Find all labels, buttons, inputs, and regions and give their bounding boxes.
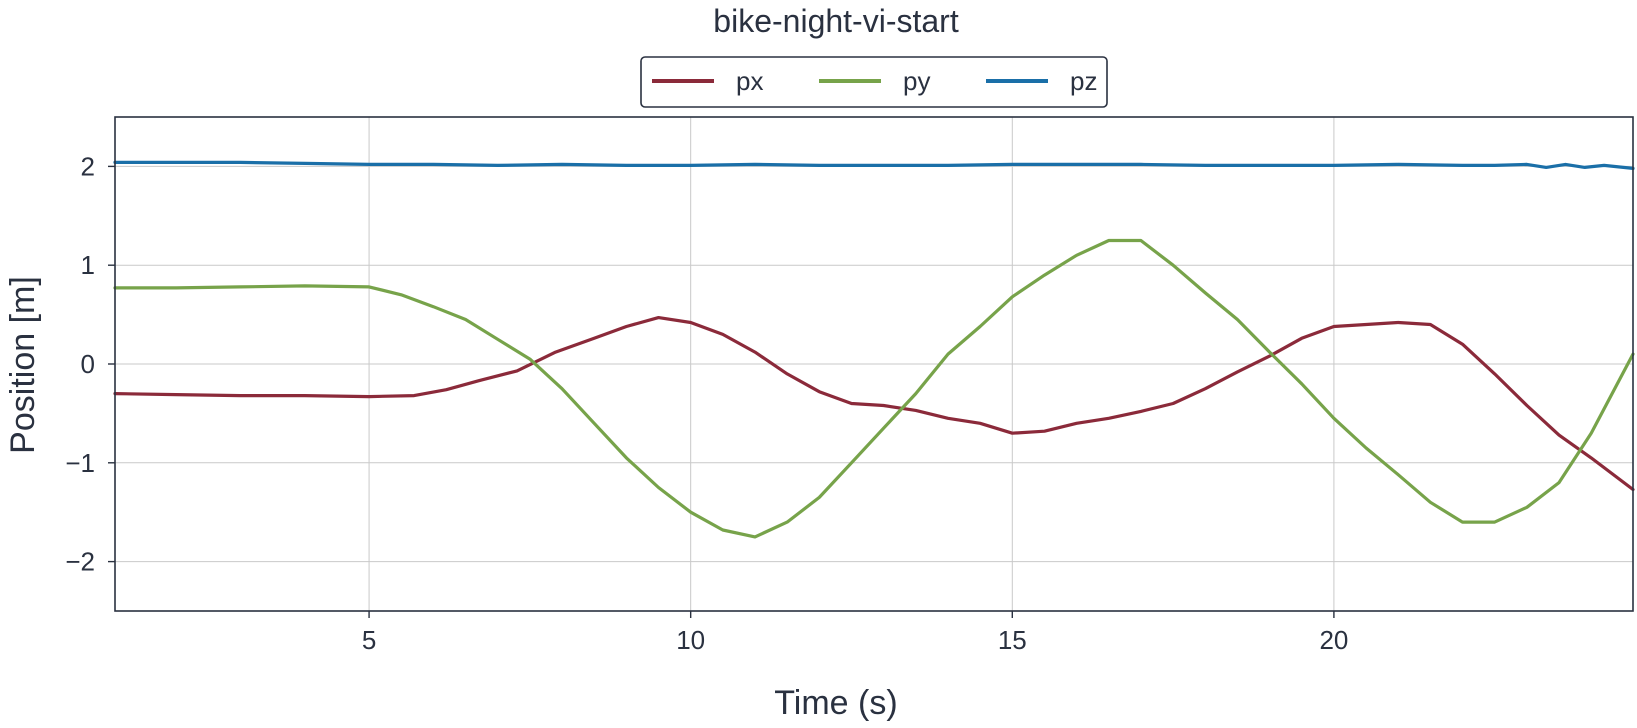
legend-label-py: py: [903, 66, 930, 96]
y-axis: 2 1 0 −1 −2: [65, 151, 115, 577]
x-axis: 5 10 15 20: [362, 611, 1348, 655]
x-tick-label: 15: [998, 625, 1027, 655]
y-tick-label: −1: [65, 448, 95, 478]
y-tick-label: 0: [81, 349, 95, 379]
y-tick-label: −2: [65, 547, 95, 577]
x-tick-label: 20: [1319, 625, 1348, 655]
y-tick-label: 1: [81, 250, 95, 280]
x-axis-label: Time (s): [774, 684, 897, 722]
legend-label-px: px: [736, 66, 763, 96]
chart-title: bike-night-vi-start: [713, 3, 959, 39]
series-line-pz: [113, 160, 1635, 170]
x-tick-label: 10: [676, 625, 705, 655]
series-lines: [113, 160, 1635, 539]
series-line-px: [113, 316, 1635, 492]
legend[interactable]: px py pz: [640, 56, 1108, 108]
legend-label-pz: pz: [1070, 66, 1097, 96]
x-tick-label: 5: [362, 625, 376, 655]
y-axis-label: Position [m]: [4, 276, 42, 454]
y-tick-label: 2: [81, 151, 95, 181]
series-line-py: [113, 238, 1635, 539]
